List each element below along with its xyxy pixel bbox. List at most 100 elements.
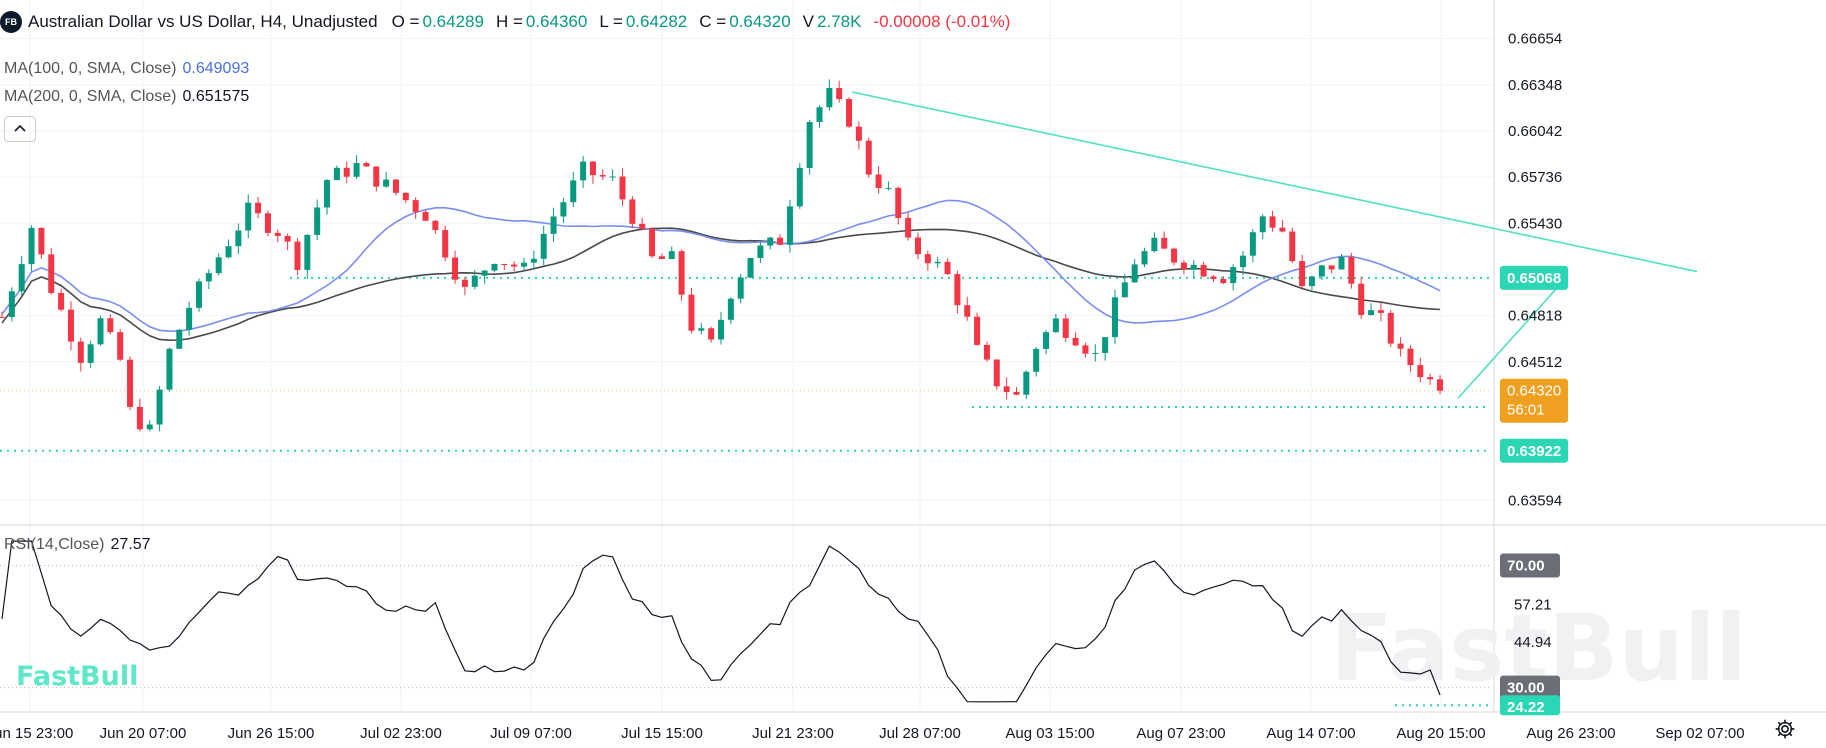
candle-body (215, 257, 222, 274)
open-label: O = (391, 12, 420, 31)
time-tick-label: Jul 15 15:00 (621, 725, 703, 742)
candle-body (934, 261, 941, 264)
candle-body (1210, 276, 1217, 280)
candle-body (1092, 352, 1099, 354)
time-tick-label: Aug 07 23:00 (1136, 725, 1225, 742)
candle-body (767, 237, 774, 246)
rsi-legend[interactable]: RSI(14,Close) 27.57 (4, 536, 151, 554)
rsi-70-badge: 70.00 (1507, 558, 1545, 575)
high-value: 0.64360 (525, 12, 588, 31)
candle-body (1171, 248, 1178, 263)
candle-body (353, 163, 360, 177)
settings-gear-icon[interactable] (1774, 718, 1798, 742)
candle-body (127, 359, 134, 407)
candle-body (205, 273, 212, 282)
candle-body (1308, 276, 1315, 287)
candle-body (1102, 337, 1109, 353)
time-tick-label: Aug 26 23:00 (1526, 725, 1615, 742)
candle-body (550, 216, 557, 234)
time-tick-label: Jun 20 07:00 (100, 725, 187, 742)
candle-body (698, 328, 705, 331)
candle-body (1003, 386, 1010, 392)
ma100-legend[interactable]: MA(100, 0, SMA, Close) 0.649093 (4, 60, 249, 78)
candle-body (530, 258, 537, 263)
candle-body (67, 309, 74, 342)
time-tick-label: Aug 20 15:00 (1396, 725, 1485, 742)
candle-body (826, 88, 833, 108)
candle-body (1180, 262, 1187, 270)
candle-body (18, 264, 25, 292)
time-tick-label: Jul 21 23:00 (752, 725, 834, 742)
candle-body (974, 316, 981, 345)
collapse-legend-button[interactable] (4, 116, 36, 142)
candle-body (1023, 371, 1030, 395)
candle-body (629, 199, 636, 224)
candle-body (757, 245, 764, 259)
lower-support-price-badge-bg (1500, 438, 1568, 463)
candle-body (1397, 343, 1404, 349)
candle-body (471, 275, 478, 287)
candle-body (28, 227, 35, 265)
bar-countdown: 56:01 (1507, 402, 1545, 419)
candle-body (422, 211, 429, 221)
candle-body (737, 277, 744, 299)
time-axis: Jun 15 23:00 Jun 20 07:00 Jun 26 15:00 Jul … (0, 725, 1745, 742)
candle-body (727, 298, 734, 320)
time-tick-label: Jul 09 07:00 (490, 725, 572, 742)
candle-body (865, 140, 872, 175)
candle-body (836, 88, 843, 100)
candles (0, 79, 1443, 432)
candle-body (235, 230, 242, 247)
price-tick-label: 0.65430 (1508, 215, 1562, 232)
candle-body (501, 264, 508, 266)
candle-body (1417, 365, 1424, 378)
resistance-price-badge: 0.65068 (1507, 270, 1561, 287)
symbol-title[interactable]: Australian Dollar vs US Dollar, H4, Unad… (28, 12, 378, 31)
candle-body (324, 180, 331, 208)
candle-body (304, 234, 311, 270)
candle-body (875, 174, 882, 188)
candle-body (1013, 391, 1020, 395)
candle-body (373, 166, 380, 187)
candle-body (924, 254, 931, 264)
fastbull-logo-icon: FB (0, 11, 22, 33)
candle-body (1200, 264, 1207, 277)
price-tick-label: 0.63594 (1508, 492, 1562, 509)
candle-body (1259, 216, 1266, 233)
candle-body (48, 254, 55, 293)
candle-body (1230, 267, 1237, 284)
candle-body (885, 187, 892, 189)
candle-body (0, 316, 5, 318)
resistance-price-badge-bg (1500, 265, 1568, 290)
ma200-legend[interactable]: MA(200, 0, SMA, Close) 0.651575 (4, 88, 249, 106)
time-tick-label: Jul 02 23:00 (360, 725, 442, 742)
candle-body (511, 264, 518, 267)
candle-body (402, 192, 409, 201)
candle-body (580, 161, 587, 181)
candle-body (1240, 255, 1247, 268)
open-value: 0.64289 (422, 12, 484, 31)
candle-body (1082, 345, 1089, 354)
candle-body (914, 237, 921, 255)
time-tick-label: Sep 02 07:00 (1655, 725, 1744, 742)
candle-body (1052, 318, 1059, 333)
high-label: H = (495, 12, 523, 31)
candle-body (97, 318, 104, 345)
candle-body (786, 206, 793, 245)
lower-support-price-badge: 0.63922 (1507, 443, 1561, 460)
price-tick-label: 0.64818 (1508, 308, 1562, 325)
candle-body (816, 107, 823, 122)
rsi-tick-label: 44.94 (1514, 634, 1552, 651)
candle-body (905, 217, 912, 238)
candle-body (1279, 227, 1286, 232)
candle-body (176, 329, 183, 349)
candle-body (333, 167, 340, 181)
candle-body (8, 291, 15, 317)
candle-body (245, 202, 252, 231)
candle-body (1121, 282, 1128, 298)
candle-body (284, 235, 291, 242)
candle-body (195, 281, 202, 308)
candle-body (668, 251, 675, 259)
ma100-value: 0.649093 (182, 60, 250, 77)
